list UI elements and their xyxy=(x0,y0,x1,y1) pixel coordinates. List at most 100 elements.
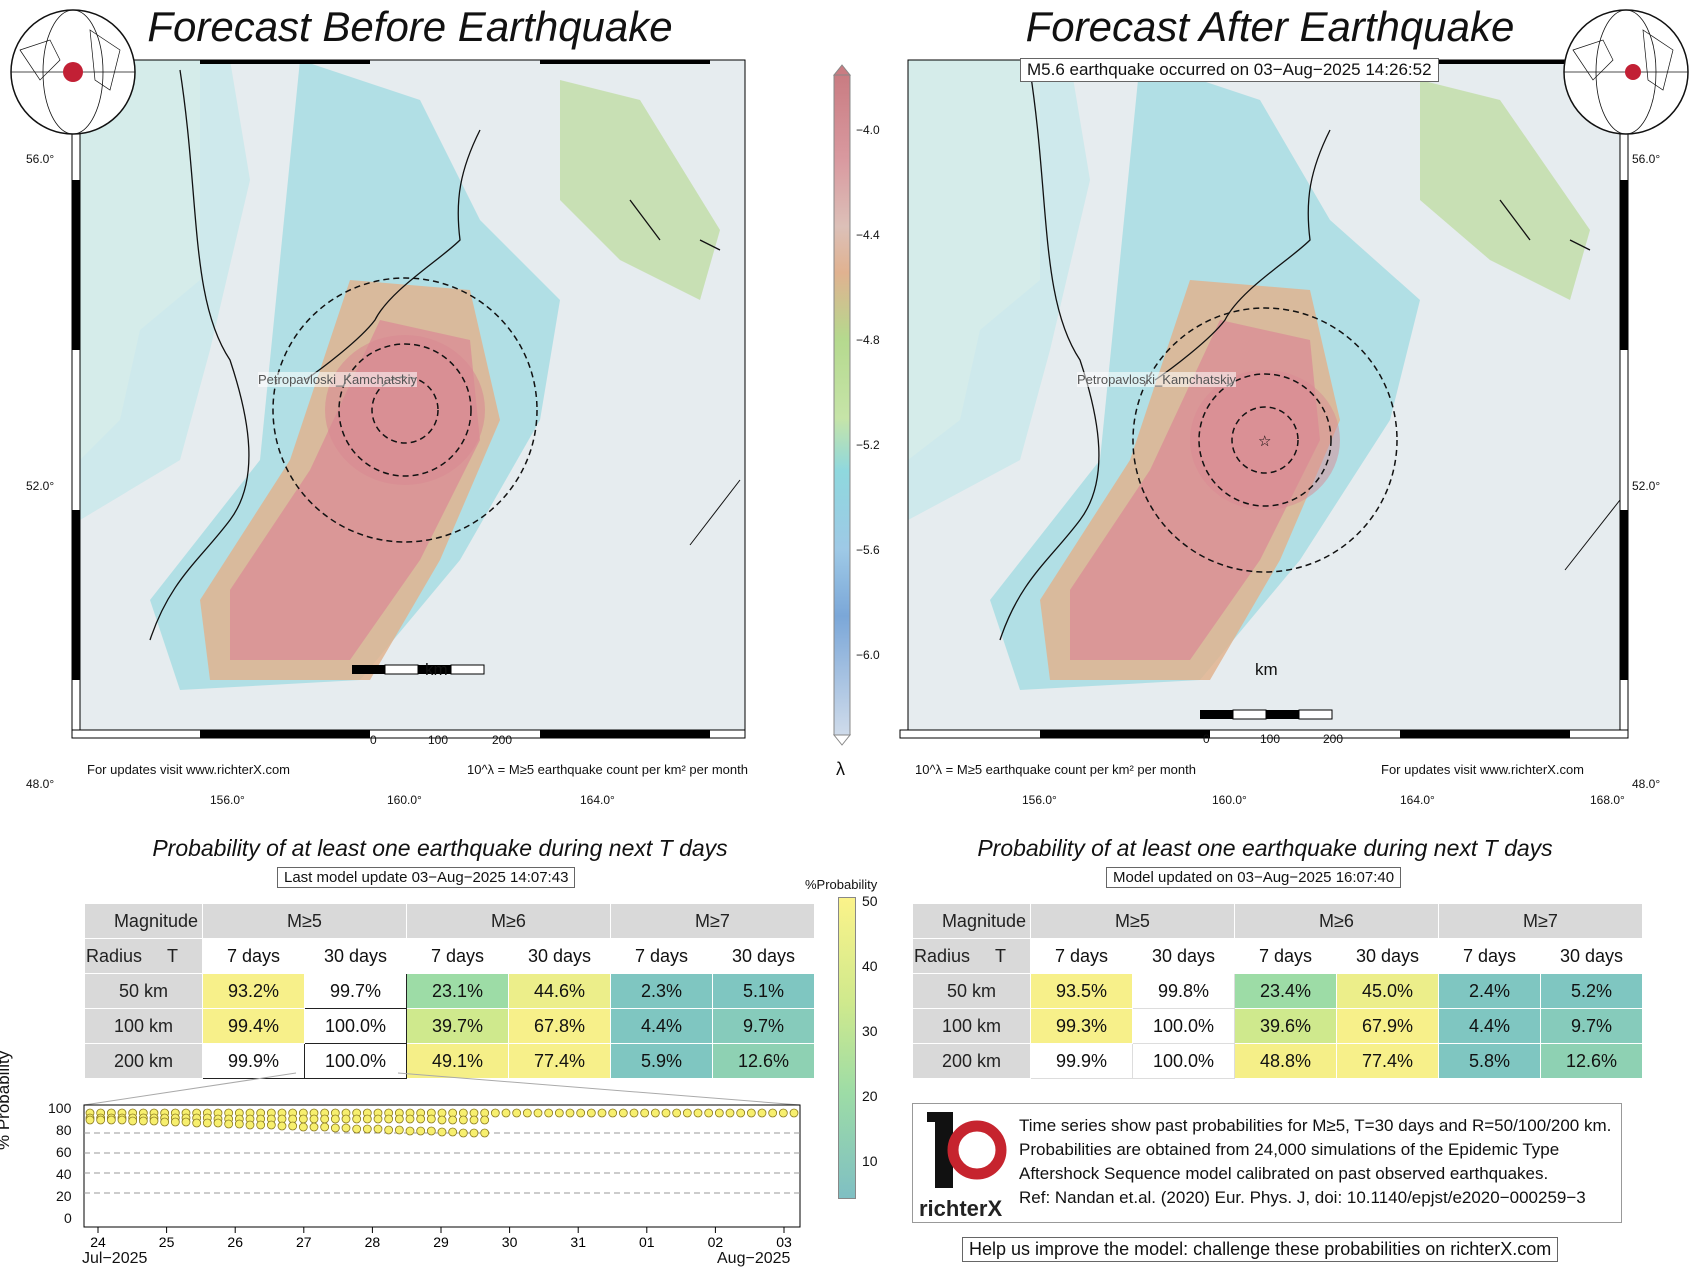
ts-point xyxy=(181,1117,191,1127)
ts-point xyxy=(213,1118,223,1128)
corner-t-label: T xyxy=(167,945,179,966)
ts-xtick-label: 24 xyxy=(90,1234,106,1250)
left-panel-title: Forecast Before Earthquake xyxy=(147,3,673,50)
ts-point xyxy=(256,1120,266,1130)
prob-tick: 20 xyxy=(862,1088,878,1104)
ts-point xyxy=(309,1122,319,1132)
prob-cell: 5.8% xyxy=(1438,1043,1541,1079)
table-row: 200 km 99.9% 100.0% 49.1% 77.4% 5.9% 12.… xyxy=(84,1043,815,1079)
ts-point xyxy=(618,1108,628,1118)
ts-point xyxy=(437,1127,447,1137)
prob-cell: 99.9% xyxy=(202,1043,305,1079)
prob-cell: 5.9% xyxy=(610,1043,713,1079)
ts-xtick-label: 27 xyxy=(296,1234,312,1250)
right-city-label: Petropavloski_Kamchatskiy xyxy=(1077,372,1236,387)
table-row: 100 km 99.3% 100.0% 39.6% 67.9% 4.4% 9.7… xyxy=(912,1008,1643,1044)
ts-point xyxy=(117,1115,127,1125)
prob-cell: 2.4% xyxy=(1438,973,1541,1009)
ts-month-right: Aug−2025 xyxy=(717,1250,791,1267)
help-link[interactable]: Help us improve the model: challenge the… xyxy=(962,1237,1559,1262)
prob-cell: 99.8% xyxy=(1132,973,1235,1009)
probability-time-series: 24 25 26 27 28 29 30 31 01 02 03 xyxy=(83,1072,801,1250)
radius-cell: 200 km xyxy=(912,1043,1031,1079)
ts-ytick: 80 xyxy=(56,1122,72,1138)
right-footer-url[interactable]: For updates visit www.richterX.com xyxy=(1378,762,1588,777)
lambda-colorbar xyxy=(832,64,852,746)
ts-point xyxy=(373,1124,383,1134)
left-scale-tick: 100 xyxy=(428,733,449,747)
ts-point xyxy=(501,1108,511,1118)
prob-tick: 30 xyxy=(862,1023,878,1039)
ts-point xyxy=(682,1108,692,1118)
ts-point xyxy=(405,1126,415,1136)
ts-point xyxy=(245,1120,255,1130)
prob-cell: 23.4% xyxy=(1234,973,1337,1009)
ts-point xyxy=(725,1108,735,1118)
left-table-update: Last model update 03−Aug−2025 14:07:43 xyxy=(277,867,576,888)
corner-magnitude: Magnitude xyxy=(912,903,1031,939)
table-row: 100 km 99.4% 100.0% 39.7% 67.8% 4.4% 9.7… xyxy=(84,1008,815,1044)
prob-cell: 4.4% xyxy=(1438,1008,1541,1044)
info-text: Time series show past probabilities for … xyxy=(1019,1114,1611,1210)
prob-cell: 99.7% xyxy=(304,973,407,1009)
left-map xyxy=(71,59,746,739)
prob-cell: 93.5% xyxy=(1030,973,1133,1009)
left-footer-url[interactable]: For updates visit www.richterX.com xyxy=(84,762,294,777)
prob-cell: 4.4% xyxy=(610,1008,713,1044)
ts-point xyxy=(85,1115,95,1125)
right-table-update: Model updated on 03−Aug−2025 16:07:40 xyxy=(1106,867,1402,888)
ts-xtick-label: 26 xyxy=(227,1234,243,1250)
mag-header: M≥7 xyxy=(610,903,815,939)
mag-header: M≥6 xyxy=(406,903,611,939)
lat-tick-right: 48.0° xyxy=(1632,777,1661,791)
corner-radius-label: Radius xyxy=(86,945,143,966)
ts-point xyxy=(352,1114,362,1124)
ts-point xyxy=(416,1126,426,1136)
prob-tick: 40 xyxy=(862,958,878,974)
ts-point xyxy=(298,1122,308,1132)
left-scale-unit: km xyxy=(425,660,448,679)
prob-colorbar xyxy=(838,897,856,1199)
corner-magnitude: Magnitude xyxy=(84,903,203,939)
right-footer-lambda: 10^λ = M≥5 earthquake count per km² per … xyxy=(912,762,1199,777)
lon-tick-right: 156.0° xyxy=(1022,793,1057,807)
period-header: 7 days xyxy=(610,938,713,974)
ts-point xyxy=(330,1114,340,1124)
period-header: 7 days xyxy=(1438,938,1541,974)
ts-point xyxy=(405,1114,415,1124)
ts-ytick: 0 xyxy=(64,1210,72,1226)
prob-tick: 10 xyxy=(862,1153,878,1169)
prob-cell: 39.6% xyxy=(1234,1008,1337,1044)
ts-point xyxy=(384,1125,394,1135)
prob-cell: 99.9% xyxy=(1030,1043,1133,1079)
logo-text-label: richterX xyxy=(919,1196,1003,1221)
ts-point xyxy=(778,1108,788,1118)
prob-cell: 23.1% xyxy=(406,973,509,1009)
lon-tick-left: 164.0° xyxy=(580,793,615,807)
ts-ytick: 60 xyxy=(56,1144,72,1160)
corner-radius-t: Radius T xyxy=(912,938,1031,974)
period-header: 30 days xyxy=(1336,938,1439,974)
ts-point xyxy=(362,1114,372,1124)
ts-point xyxy=(160,1117,170,1127)
prob-cell: 44.6% xyxy=(508,973,611,1009)
prob-cell: 67.9% xyxy=(1336,1008,1439,1044)
ts-point xyxy=(522,1108,532,1118)
ts-month-left: Jul−2025 xyxy=(82,1250,148,1267)
ts-point xyxy=(384,1114,394,1124)
info-box: richterX Time series show past probabili… xyxy=(912,1103,1622,1223)
ts-point xyxy=(96,1115,106,1125)
prob-cell: 100.0% xyxy=(304,1008,407,1044)
radius-cell: 100 km xyxy=(912,1008,1031,1044)
prob-cell: 100.0% xyxy=(304,1043,407,1079)
ts-point xyxy=(149,1116,159,1126)
prob-cell: 99.3% xyxy=(1030,1008,1133,1044)
ts-point xyxy=(192,1118,202,1128)
table-row: 200 km 99.9% 100.0% 48.8% 77.4% 5.8% 12.… xyxy=(912,1043,1643,1079)
lat-tick-left: 48.0° xyxy=(26,777,55,791)
lambda-tick: −5.6 xyxy=(856,543,880,557)
ts-ytick: 40 xyxy=(56,1166,72,1182)
prob-cell: 9.7% xyxy=(712,1008,815,1044)
ts-point xyxy=(437,1115,447,1125)
right-scale-tick: 100 xyxy=(1260,732,1281,746)
